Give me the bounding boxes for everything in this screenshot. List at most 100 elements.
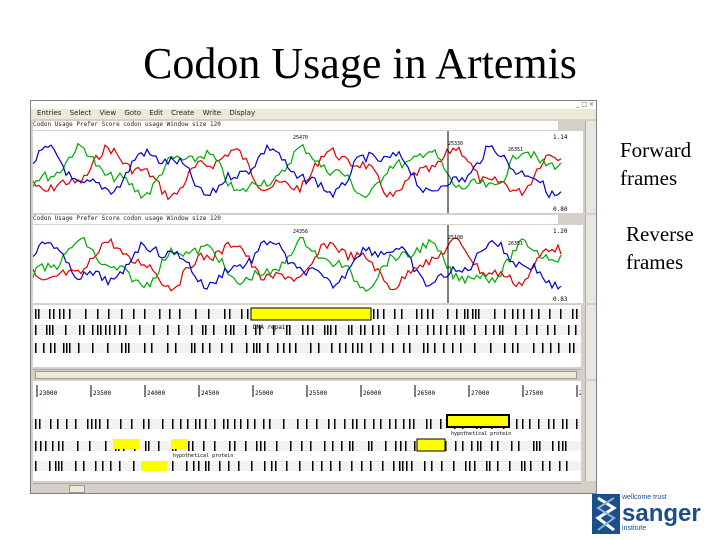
stop-codon-mark (62, 441, 64, 451)
top-plot-scrollbar[interactable] (585, 121, 596, 213)
frame-1-line (32, 237, 562, 292)
stop-codon-mark (283, 419, 285, 429)
reverse-word: Reverse (626, 222, 694, 246)
menu-view[interactable]: View (99, 109, 117, 117)
ruler-tick-label: 23500 (93, 390, 111, 397)
stop-codon-mark (431, 461, 433, 471)
stop-codon-mark (245, 325, 247, 335)
frame-3-line (32, 239, 562, 290)
stop-codon-mark (247, 309, 249, 319)
stop-codon-mark (427, 343, 429, 353)
stop-codon-mark (536, 441, 538, 451)
ruler-tick-label: 26000 (363, 390, 381, 397)
stop-codon-mark (399, 461, 401, 471)
logo-line3: institute (622, 525, 647, 532)
stop-codon-mark (35, 419, 37, 429)
stop-codon-mark (256, 343, 258, 353)
stop-codon-mark (114, 325, 116, 335)
stop-codon-mark (125, 343, 127, 353)
logo-line2: sanger (622, 500, 701, 527)
stop-codon-mark (58, 441, 60, 451)
stop-codon-mark (352, 419, 354, 429)
reverse-frames-plot[interactable]: 1.20 0.83 24356 25108 26351 (32, 225, 583, 303)
menu-write[interactable]: Write (202, 109, 222, 117)
stop-codon-mark (133, 461, 135, 471)
menu-display[interactable]: Display (229, 109, 256, 117)
bottom-plot-scrollbar[interactable] (585, 215, 596, 303)
stop-codon-mark (538, 419, 540, 429)
stop-codon-mark (240, 419, 242, 429)
stop-codon-mark (289, 343, 291, 353)
stop-codon-mark (188, 441, 190, 451)
stop-codon-mark (247, 419, 249, 429)
stop-codon-mark (234, 441, 236, 451)
stop-codon-mark (443, 343, 445, 353)
dna-repair-feature[interactable] (250, 307, 372, 321)
feature-box[interactable] (141, 461, 167, 471)
logo-line1: wellcome trust (622, 494, 667, 501)
stop-codon-mark (364, 419, 366, 429)
stop-codon-mark (549, 461, 551, 471)
stop-codon-mark (208, 309, 210, 319)
stop-codon-mark (49, 461, 51, 471)
stop-codon-mark (403, 419, 405, 429)
stop-codon-mark (43, 343, 45, 353)
lower-vertical-scrollbar[interactable] (585, 381, 596, 481)
stop-codon-mark (497, 441, 499, 451)
plot-max-value: 1.20 (553, 228, 568, 235)
stop-codon-mark (307, 325, 309, 335)
feature-box[interactable] (113, 439, 139, 449)
stop-codon-mark (195, 419, 197, 429)
menu-create[interactable]: Create (171, 109, 195, 117)
menu-edit[interactable]: Edit (149, 109, 163, 117)
lower-horizontal-scrollbar[interactable] (33, 483, 581, 493)
stop-codon-mark (356, 419, 358, 429)
stop-codon-mark (214, 419, 216, 429)
upper-scroll-thumb[interactable] (35, 371, 577, 379)
stop-codon-mark (471, 441, 473, 451)
ruler-tick-label: 27000 (471, 390, 489, 397)
stop-codon-mark (228, 461, 230, 471)
stop-codon-mark (478, 309, 480, 319)
ruler-tick-label: 27500 (525, 390, 543, 397)
stop-codon-mark (264, 441, 266, 451)
stop-codon-mark (172, 419, 174, 429)
window-controls[interactable]: _ □ × (576, 101, 594, 108)
menu-goto[interactable]: Goto (124, 109, 142, 117)
upper-vertical-scrollbar[interactable] (585, 305, 596, 379)
plot-position-label: 25470 (293, 135, 308, 141)
menu-select[interactable]: Select (69, 109, 92, 117)
stop-codon-mark (241, 309, 243, 319)
stop-codon-mark (256, 441, 258, 451)
forward-frames-plot[interactable]: 1.14 0.80 25470 25330 26351 (32, 131, 583, 213)
stop-codon-mark (198, 461, 200, 471)
frame-row (33, 343, 581, 353)
stop-codon-mark (102, 461, 104, 471)
lower-scroll-thumb[interactable] (69, 485, 85, 493)
stop-codon-mark (107, 343, 109, 353)
stop-codon-mark (253, 343, 255, 353)
stop-codon-mark (263, 419, 265, 429)
stop-codon-mark (349, 441, 351, 451)
stop-codon-mark (385, 441, 387, 451)
feature-box[interactable] (171, 439, 187, 449)
selected-feature[interactable] (446, 414, 510, 428)
menu-entries[interactable]: Entries (37, 109, 62, 117)
stop-codon-mark (35, 461, 37, 471)
upper-feature-view[interactable]: DNA repair (33, 305, 581, 367)
stop-codon-mark (52, 325, 54, 335)
ruler-tick-label: 28000 (579, 390, 581, 397)
upper-horizontal-scrollbar[interactable] (33, 369, 581, 379)
stop-codon-mark (50, 419, 52, 429)
stop-codon-mark (208, 461, 210, 471)
stop-codon-mark (460, 343, 462, 353)
stop-codon-mark (516, 419, 518, 429)
feature-box[interactable] (416, 438, 446, 452)
stop-codon-mark (433, 325, 435, 335)
stop-codon-mark (566, 419, 568, 429)
stop-codon-mark (559, 461, 561, 471)
lower-feature-view[interactable]: 23000 23500 24000 24500 25000 25500 26000 26500… (33, 381, 596, 481)
stop-codon-mark (446, 325, 448, 335)
stop-codon-mark (423, 343, 425, 353)
stop-codon-mark (576, 419, 578, 429)
